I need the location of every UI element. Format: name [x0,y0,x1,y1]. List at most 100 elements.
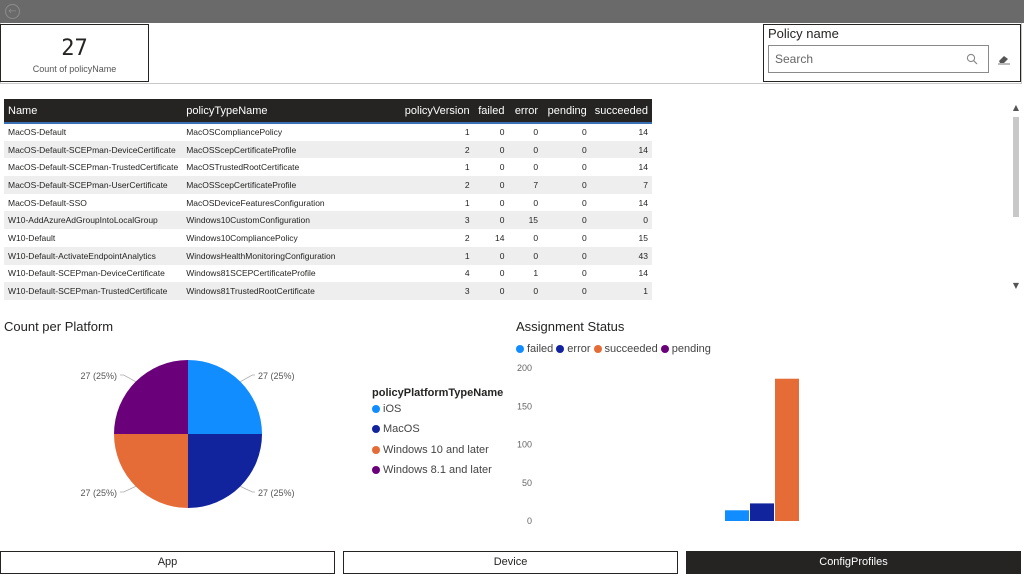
cell-succeeded: 7 [590,176,652,194]
cell-policy-type: MacOSScepCertificateProfile [182,140,401,159]
nav-button-app[interactable]: App [0,551,335,574]
cell-error: 7 [508,176,543,194]
scroll-up-icon[interactable]: ▲ [1012,103,1020,112]
card-label: Count of policyName [32,64,117,74]
column-header-name[interactable]: Name [4,99,183,124]
cell-succeeded: 1 [590,282,652,300]
bar-succeeded[interactable] [775,378,799,521]
cell-version: 3 [400,282,474,300]
nav-button-device[interactable]: Device [343,551,678,574]
table-scrollbar[interactable]: ▲ ▼ [1011,99,1021,297]
pie-data-label: 27 (25%) [80,371,117,381]
pie-slice-windows-8-1-and-later[interactable] [114,360,188,434]
cell-pending: 0 [542,211,591,230]
bar-error[interactable] [750,503,774,521]
legend-dot [372,446,380,454]
column-header-succeeded[interactable]: succeeded [590,99,652,124]
cell-failed: 0 [499,197,505,208]
cell-version: 1 [464,197,470,208]
bar-failed[interactable] [725,510,749,521]
legend-label: Windows 8.1 and later [383,464,492,476]
pie-leader-line [120,485,136,493]
pie-chart: 27 (25%) 27 (25%) 27 (25%) 27 (25%) [80,360,295,508]
legend-item-macos[interactable]: MacOS [372,423,420,435]
legend-label: Windows 10 and later [383,444,489,456]
cell-failed: 0 [499,162,505,173]
legend-label: iOS [383,403,402,415]
column-header-error[interactable]: error [508,99,543,124]
cell-failed: 0 [473,176,509,194]
search-input[interactable] [775,52,955,66]
column-header-pending[interactable]: pending [542,99,591,124]
legend-label: error [567,343,591,355]
slicer-title: Policy name [768,26,839,41]
cell-succeeded: 14 [638,268,648,279]
cell-name: MacOS-Default [8,127,67,138]
scroll-thumb[interactable] [1013,117,1019,217]
table-row[interactable]: MacOS-Default-SCEPman-DeviceCertificate M… [4,140,652,159]
scroll-down-icon[interactable]: ▼ [1012,281,1020,290]
pie-slice-windows-10-and-later[interactable] [114,434,188,508]
table-row[interactable]: MacOS-Default-SCEPman-TrustedCertificate… [4,158,652,176]
cell-policy-type: Windows81TrustedRootCertificate [182,282,401,300]
cell-pending: 0 [542,246,591,265]
cell-version: 2 [400,140,474,159]
legend-item-pending[interactable]: pending [660,343,711,355]
legend-label: pending [671,343,711,355]
cell-pending: 0 [582,197,587,208]
table-row[interactable]: W10-Default-SCEPman-TrustedCertificate Wi… [4,282,652,300]
pie-leader-line [120,374,136,383]
cell-name: W10-AddAzureAdGroupIntoLocalGroup [4,211,183,230]
cell-failed: 0 [473,246,509,265]
table-row[interactable]: W10-Default Windows10CompliancePolicy 2 14 0… [4,229,652,247]
cell-version: 4 [464,268,470,279]
table-row[interactable]: W10-AddAzureAdGroupIntoLocalGroup Windows… [4,211,652,230]
policy-table: Name policyTypeName policyVersion failed… [4,99,654,301]
cell-error: 15 [508,211,543,230]
cell-version: 1 [464,127,470,138]
table-row[interactable]: W10-Default-ActivateEndpointAnalytics Win… [4,246,652,265]
eraser-icon[interactable] [997,53,1011,65]
back-arrow-icon[interactable]: ← [5,4,20,19]
table-row[interactable]: MacOS-Default-SSO MacOSDeviceFeaturesConf… [4,194,652,212]
cell-policy-type: MacOSTrustedRootCertificate [186,162,300,173]
cell-error: 0 [533,232,539,243]
pie-slice-macos[interactable] [188,434,262,508]
legend-item-failed[interactable]: failed [516,343,553,355]
cell-name: MacOS-Default-SCEPman-DeviceCertificate [4,140,183,159]
legend-item-windows10[interactable]: Windows 10 and later [372,444,489,456]
column-header-policy-version[interactable]: policyVersion [400,99,474,124]
pie-leader-line [240,485,255,493]
search-box[interactable] [768,45,989,73]
cell-pending: 0 [582,162,587,173]
cell-succeeded: 0 [590,211,652,230]
table-row[interactable]: MacOS-Default MacOSCompliancePolicy 1 0 0 0 14 [4,123,652,141]
count-card: 27 Count of policyName [0,24,149,82]
table-header-row: Name policyTypeName policyVersion failed… [4,99,652,124]
cell-error: 0 [508,282,543,300]
table-row[interactable]: MacOS-Default-SCEPman-UserCertificate Mac… [4,176,652,194]
legend-item-windows81[interactable]: Windows 8.1 and later [372,464,492,476]
legend-dot [660,345,669,353]
table-row[interactable]: W10-Default-SCEPman-DeviceCertificate Win… [4,265,652,283]
column-header-policy-type-name[interactable]: policyTypeName [182,99,401,124]
legend-item-succeeded[interactable]: succeeded [593,343,658,355]
cell-name: MacOS-Default-SSO [8,197,87,208]
nav-button-configprofiles[interactable]: ConfigProfiles [686,551,1021,574]
cell-pending: 0 [582,232,587,243]
cell-policy-type: WindowsHealthMonitoringConfiguration [182,246,401,265]
legend-dot [516,345,524,353]
legend-item-error[interactable]: error [556,343,591,355]
cell-failed: 0 [473,140,509,159]
pie-slice-ios[interactable] [188,360,262,434]
bar-chart: 0 50 100 150 200 [517,363,799,526]
column-header-failed[interactable]: failed [473,99,509,124]
pie-data-label: 27 (25%) [80,488,117,498]
cell-pending: 0 [582,268,587,279]
search-icon[interactable] [966,53,978,65]
cell-version: 2 [464,232,470,243]
legend-item-ios[interactable]: iOS [372,403,401,415]
cell-policy-type: Windows81SCEPCertificateProfile [186,268,316,279]
cell-succeeded: 15 [638,232,648,243]
cell-version: 3 [400,211,474,230]
